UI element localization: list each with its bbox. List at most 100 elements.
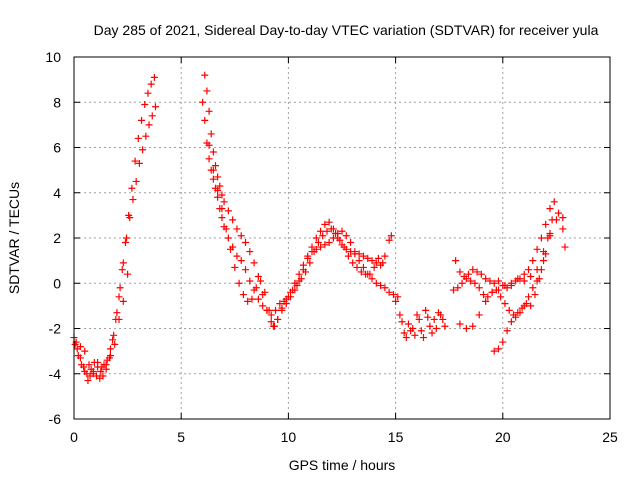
data-point	[527, 272, 535, 280]
data-point	[456, 320, 464, 328]
data-point	[115, 293, 123, 301]
data-point	[456, 268, 464, 276]
data-point	[432, 325, 440, 332]
axis-ticks: 0 5 10 15 20 25 -6 -4 -2 0 2 4 6 8 10	[45, 49, 618, 445]
data-point	[389, 291, 397, 299]
data-point	[477, 270, 485, 278]
data-point	[97, 367, 105, 375]
data-point	[106, 352, 114, 360]
data-point	[150, 73, 158, 81]
data-point	[334, 229, 342, 237]
data-point	[353, 263, 361, 271]
y-tick-label: -2	[49, 321, 62, 337]
data-point	[507, 318, 515, 326]
data-point	[242, 266, 250, 274]
data-point	[529, 284, 537, 292]
data-point	[364, 270, 372, 278]
data-point	[475, 311, 483, 319]
data-point	[514, 275, 522, 283]
data-point	[131, 157, 139, 165]
grid	[74, 57, 610, 419]
data-point	[501, 300, 509, 308]
chart-title: Day 285 of 2021, Sidereal Day-to-day VTE…	[94, 22, 599, 38]
data-point	[372, 279, 380, 287]
data-point	[89, 367, 97, 375]
data-point	[394, 293, 402, 301]
data-point	[480, 291, 488, 299]
data-point	[407, 327, 415, 335]
data-point	[291, 279, 299, 287]
y-tick-label: 10	[45, 49, 61, 65]
series-seg10	[449, 216, 556, 319]
data-point	[235, 279, 243, 287]
data-point	[103, 356, 111, 364]
data-point	[295, 270, 303, 278]
data-point	[325, 218, 333, 226]
data-point	[359, 263, 367, 271]
data-point	[282, 295, 290, 303]
data-point	[214, 173, 222, 181]
data-point	[550, 198, 558, 206]
data-point	[422, 306, 430, 314]
x-tick-label: 5	[177, 429, 185, 445]
data-point	[123, 234, 131, 242]
data-point	[259, 302, 267, 310]
data-point	[454, 284, 462, 292]
data-point	[372, 259, 380, 267]
data-point	[379, 259, 387, 267]
data-point	[269, 322, 277, 330]
data-point	[501, 282, 509, 290]
data-point	[441, 322, 449, 330]
series-seg4	[201, 71, 395, 330]
data-point	[246, 248, 254, 256]
data-point	[224, 207, 232, 215]
data-point	[404, 320, 412, 328]
data-point	[426, 322, 434, 330]
data-point	[542, 250, 550, 258]
data-point	[99, 372, 107, 380]
x-tick-label: 10	[281, 429, 297, 445]
data-point	[512, 313, 520, 321]
data-point	[387, 232, 395, 240]
data-point	[299, 261, 307, 269]
data-point	[417, 327, 425, 335]
data-point	[540, 257, 548, 265]
data-point	[312, 234, 320, 242]
y-axis-label: SDTVAR / TECUs	[6, 182, 22, 294]
data-point	[254, 295, 262, 303]
data-point	[116, 284, 124, 292]
data-point	[475, 284, 483, 292]
data-point	[482, 297, 490, 305]
data-point	[214, 193, 222, 201]
data-point	[274, 315, 282, 323]
data-point	[250, 259, 258, 267]
data-point	[218, 205, 226, 213]
data-point	[396, 311, 404, 319]
data-point	[488, 288, 496, 296]
y-tick-label: -4	[49, 366, 62, 382]
data-point	[141, 101, 149, 109]
data-point	[224, 234, 232, 242]
data-point	[503, 327, 511, 335]
data-point	[542, 220, 550, 228]
data-point	[135, 159, 143, 167]
data-point	[94, 358, 102, 366]
data-point	[148, 112, 156, 120]
data-point	[222, 225, 230, 233]
data-point	[139, 146, 147, 154]
data-point	[145, 121, 153, 129]
data-point	[78, 361, 86, 369]
data-point	[368, 275, 376, 283]
data-point	[411, 331, 419, 339]
data-point	[462, 275, 470, 283]
data-point	[342, 232, 350, 240]
data-point	[462, 325, 470, 332]
data-point	[419, 334, 427, 342]
data-point	[319, 232, 327, 240]
data-point	[449, 286, 457, 294]
data-point	[267, 311, 275, 319]
data-point	[374, 254, 382, 262]
data-point	[113, 309, 121, 317]
data-point	[312, 245, 320, 253]
data-point	[555, 209, 563, 217]
